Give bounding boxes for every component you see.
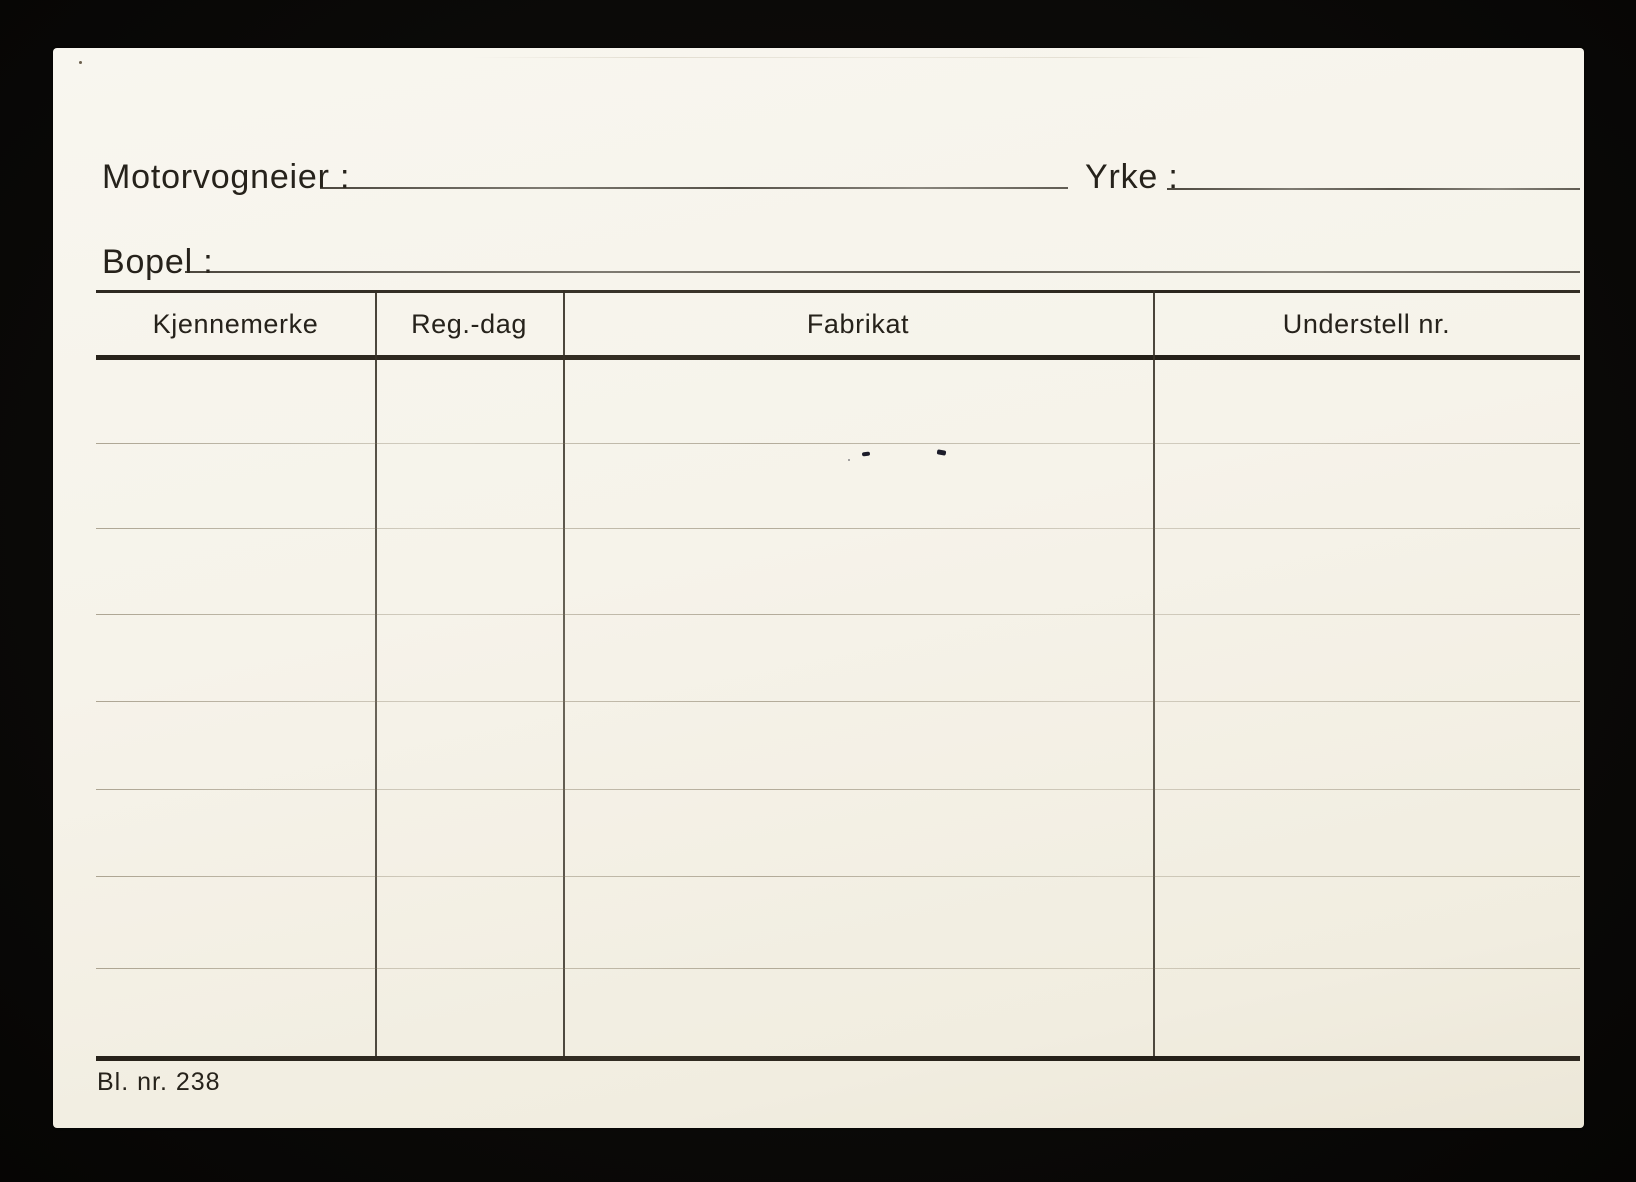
column-header-fabrikat: Fabrikat: [806, 308, 910, 339]
column-header-reg-dag: Reg.-dag: [411, 308, 527, 339]
residence-field-line: [185, 271, 1580, 273]
table-row-divider: [96, 876, 1580, 877]
table-header-border: [96, 355, 1580, 360]
form-number: Bl. nr. 238: [97, 1068, 221, 1096]
table-row-divider: [96, 701, 1580, 702]
owner-field-label: Motorvogneier :: [102, 158, 351, 196]
column-divider-2: [563, 290, 565, 1061]
ink-mark: [861, 451, 871, 457]
paper-speck: [79, 61, 82, 64]
table-top-border: [96, 290, 1580, 293]
owner-field-line: [320, 187, 1068, 189]
table-row-divider: [96, 443, 1580, 444]
table-row-divider: [96, 528, 1580, 529]
paper-crease: [473, 57, 1213, 58]
column-header-understell-nr: Understell nr.: [1282, 308, 1451, 339]
table-row-divider: [96, 614, 1580, 615]
ink-mark: [848, 459, 850, 461]
column-header-kjennemerke: Kjennemerke: [152, 308, 319, 339]
residence-field-label: Bopel :: [102, 243, 214, 281]
table-row-divider: [96, 968, 1580, 969]
registration-card: Motorvogneier : Yrke : Bopel : Kjennemer…: [53, 48, 1584, 1128]
occupation-field-line: [1167, 188, 1580, 190]
table-bottom-border: [96, 1056, 1580, 1061]
column-divider-1: [375, 290, 377, 1061]
column-divider-3: [1153, 290, 1155, 1061]
table-row-divider: [96, 789, 1580, 790]
occupation-field-label: Yrke :: [1085, 158, 1179, 196]
ink-mark: [936, 449, 947, 456]
